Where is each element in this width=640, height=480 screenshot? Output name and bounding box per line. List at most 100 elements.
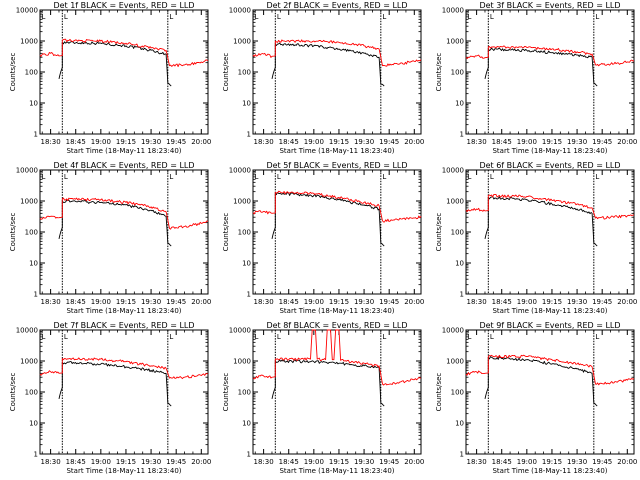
y-tick-label: 10	[29, 100, 38, 108]
lld-series-line	[252, 39, 422, 67]
y-tick-label: 10	[455, 100, 464, 108]
y-axis-label: Counts/sec	[435, 373, 443, 412]
panel-6: Det 6f BLACK = Events, RED = LLD 1 10 100 10…	[435, 161, 637, 315]
x-tick-label: 18:30	[41, 138, 61, 146]
x-tick-label: 19:45	[166, 138, 186, 146]
left-flag: L	[42, 333, 46, 341]
x-tick-label: 19:30	[141, 138, 161, 146]
plot-frame	[252, 329, 422, 455]
interval-flag: L	[595, 173, 599, 181]
y-tick-label: 10	[242, 260, 251, 268]
events-series-line	[58, 199, 172, 247]
events-series-line	[484, 356, 598, 407]
x-tick-label: 18:45	[66, 298, 86, 306]
y-tick-label: 100	[25, 69, 38, 77]
interval-flag: L	[595, 13, 599, 21]
lld-series-line	[252, 329, 422, 386]
x-tick-label: 19:45	[379, 458, 399, 466]
y-tick-label: 10000	[229, 167, 251, 175]
x-tick-label: 19:00	[304, 138, 324, 146]
x-tick-label: 19:45	[592, 138, 612, 146]
x-tick-label: 19:00	[517, 298, 537, 306]
panel-3: Det 3f BLACK = Events, RED = LLD 1 10 100 10…	[435, 1, 637, 155]
lld-series-line	[39, 38, 209, 68]
interval-flag: L	[595, 333, 599, 341]
events-series-line	[271, 42, 385, 87]
y-tick-label: 1000	[446, 38, 464, 46]
y-tick-label: 1000	[233, 198, 251, 206]
interval-flag: L	[490, 173, 494, 181]
x-tick-label: 19:15	[542, 458, 562, 466]
events-series-line	[58, 41, 172, 87]
y-tick-label: 1000	[20, 38, 38, 46]
x-tick-label: 19:15	[116, 138, 136, 146]
events-series-line	[271, 359, 385, 407]
y-tick-label: 100	[238, 229, 251, 237]
panel-1: Det 1f BLACK = Events, RED = LLD 1 10 100 10…	[9, 1, 211, 155]
x-tick-label: 19:30	[141, 458, 161, 466]
interval-flag: L	[382, 333, 386, 341]
x-tick-label: 20:00	[404, 138, 424, 146]
x-tick-label: 20:00	[191, 138, 211, 146]
panel-4: Det 4f BLACK = Events, RED = LLD 1 10 100 10…	[9, 161, 211, 315]
plot-frame	[465, 9, 635, 135]
left-flag: L	[255, 13, 259, 21]
x-tick-label: 18:30	[467, 458, 487, 466]
x-tick-label: 20:00	[617, 458, 637, 466]
x-tick-label: 18:30	[254, 458, 274, 466]
panel-8: Det 8f BLACK = Events, RED = LLD 1 10 100 10…	[222, 321, 424, 475]
interval-flag: L	[382, 173, 386, 181]
x-tick-label: 19:45	[592, 458, 612, 466]
x-tick-label: 19:00	[91, 298, 111, 306]
interval-flag: L	[169, 333, 173, 341]
x-axis-label: Start Time (18-May-11 18:23:40)	[279, 307, 394, 315]
interval-flag: L	[64, 333, 68, 341]
y-tick-label: 1000	[446, 198, 464, 206]
y-tick-label: 10	[455, 260, 464, 268]
panel-title: Det 8f BLACK = Events, RED = LLD	[266, 321, 407, 330]
y-tick-label: 10	[29, 260, 38, 268]
x-axis-label: Start Time (18-May-11 18:23:40)	[66, 307, 181, 315]
x-tick-label: 18:45	[66, 458, 86, 466]
y-tick-label: 1000	[233, 38, 251, 46]
x-tick-label: 19:30	[567, 298, 587, 306]
lld-series-line	[39, 197, 209, 230]
y-tick-label: 100	[25, 389, 38, 397]
y-tick-label: 1000	[20, 358, 38, 366]
interval-flag: L	[64, 13, 68, 21]
x-axis-label: Start Time (18-May-11 18:23:40)	[66, 147, 181, 155]
events-series-line	[271, 192, 385, 247]
left-flag: L	[42, 173, 46, 181]
x-tick-label: 18:45	[66, 138, 86, 146]
panel-title: Det 7f BLACK = Events, RED = LLD	[53, 321, 194, 330]
y-tick-label: 10	[29, 420, 38, 428]
plot-frame	[39, 9, 209, 135]
x-tick-label: 19:00	[304, 298, 324, 306]
x-tick-label: 19:30	[354, 138, 374, 146]
plot-frame	[252, 9, 422, 135]
y-axis-label: Counts/sec	[435, 53, 443, 92]
y-tick-label: 1	[247, 131, 251, 139]
y-tick-label: 100	[451, 389, 464, 397]
x-tick-label: 20:00	[617, 298, 637, 306]
panel-title: Det 1f BLACK = Events, RED = LLD	[53, 1, 194, 10]
x-tick-label: 19:30	[567, 458, 587, 466]
y-tick-label: 100	[238, 389, 251, 397]
events-series-line	[484, 196, 598, 247]
y-axis-label: Counts/sec	[222, 213, 230, 252]
x-tick-label: 19:15	[329, 458, 349, 466]
y-tick-label: 1000	[20, 198, 38, 206]
x-tick-label: 19:15	[116, 298, 136, 306]
x-tick-label: 18:30	[254, 138, 274, 146]
x-tick-label: 18:45	[279, 138, 299, 146]
y-axis-label: Counts/sec	[9, 53, 17, 92]
interval-flag: L	[277, 13, 281, 21]
panel-5: Det 5f BLACK = Events, RED = LLD 1 10 100 10…	[222, 161, 424, 315]
y-tick-label: 1	[34, 451, 38, 459]
y-axis-label: Counts/sec	[222, 373, 230, 412]
y-tick-label: 10	[242, 100, 251, 108]
lld-series-line	[39, 357, 209, 380]
y-axis-label: Counts/sec	[9, 213, 17, 252]
y-tick-label: 1	[247, 451, 251, 459]
x-tick-label: 18:45	[492, 298, 512, 306]
